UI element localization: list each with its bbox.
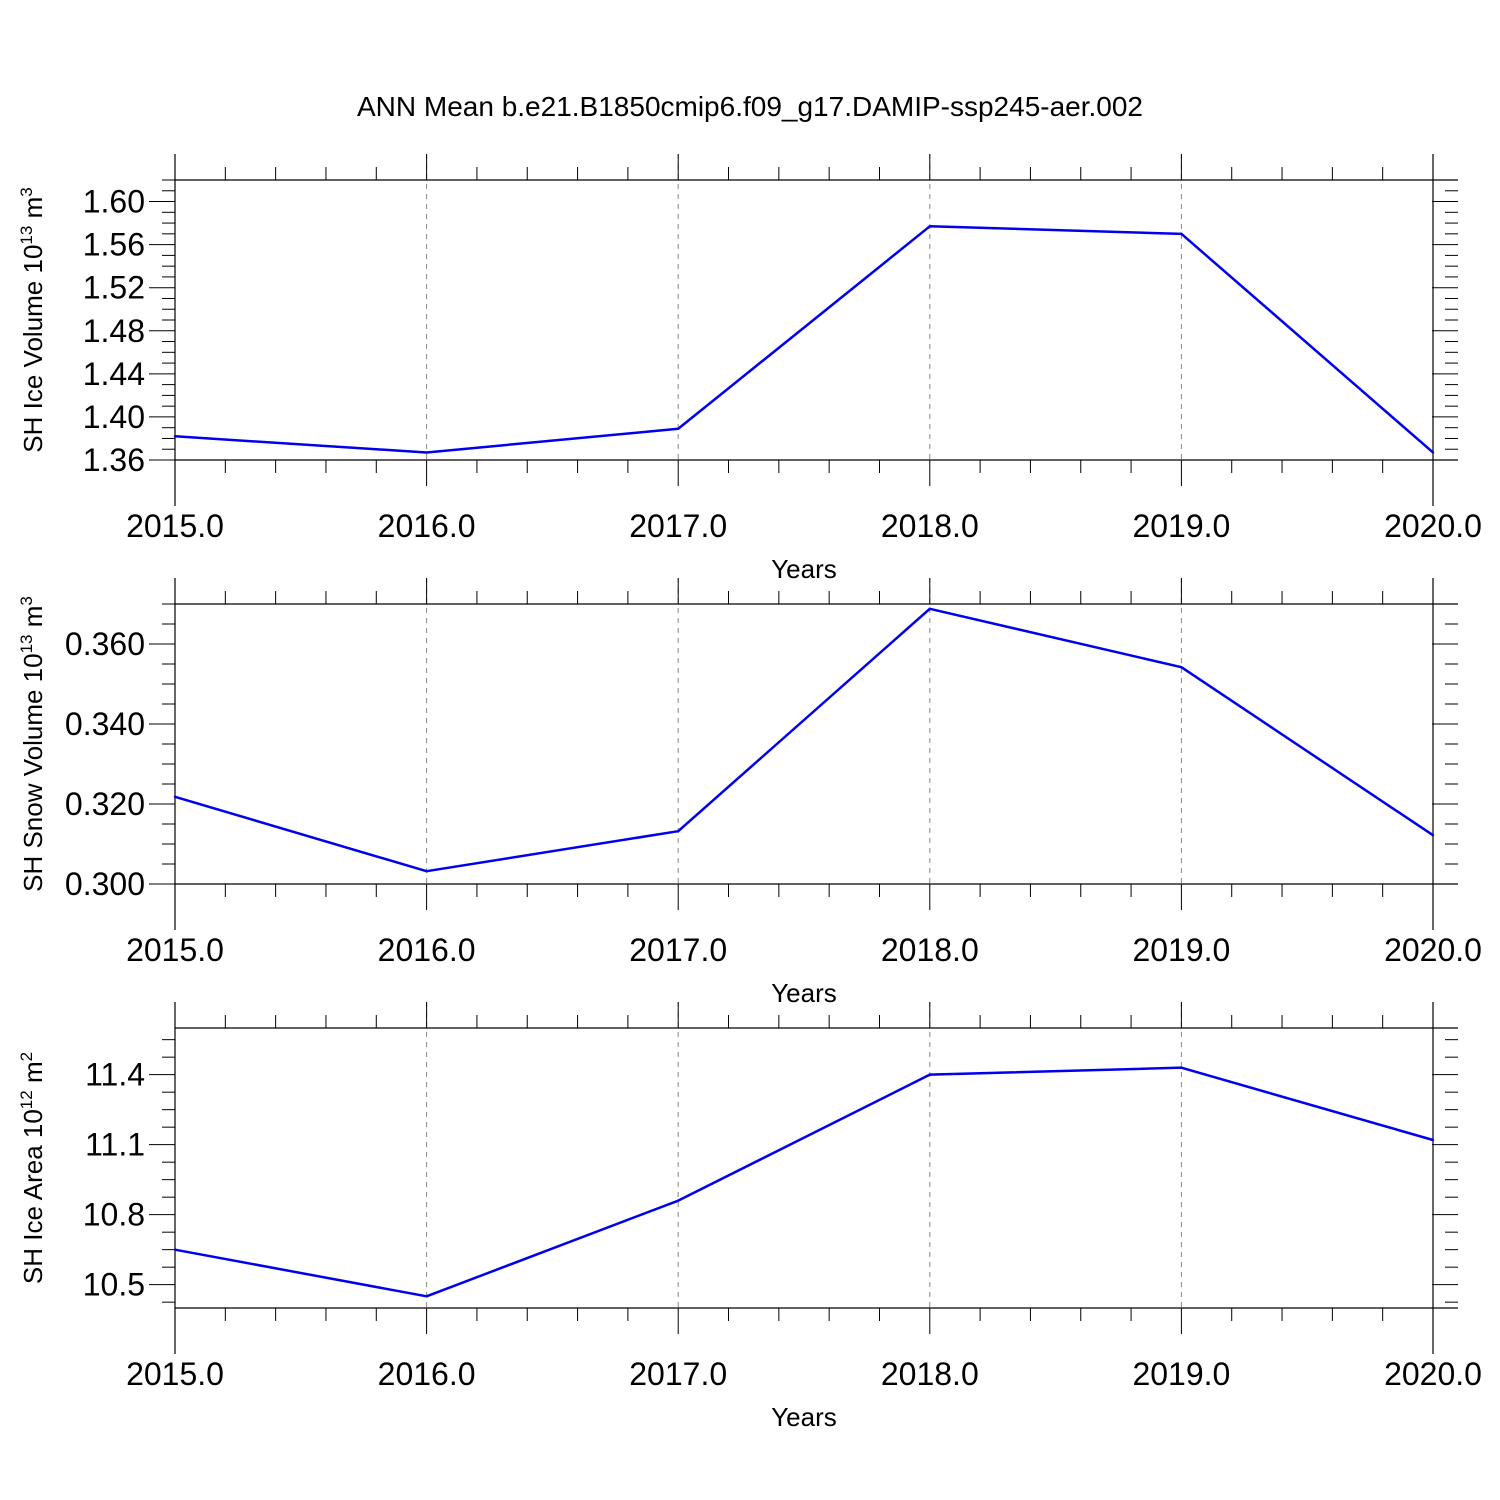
data-point (425, 870, 428, 873)
y-tick-label: 11.1 (85, 1127, 145, 1163)
panel-1: 1.36 1.40 1.44 1.48 1.52 1.56 1.60 2015.0 2016.0… (17, 154, 1482, 584)
y-tick-label: 1.40 (83, 399, 145, 435)
y-tick-label: 1.44 (83, 356, 145, 392)
x-tick-label: 2020.0 (1384, 932, 1482, 968)
series-line (174, 1066, 1434, 1298)
data-point (173, 1248, 177, 1251)
y-tick-label: 0.360 (65, 626, 145, 662)
x-tick-label: 2017.0 (629, 932, 727, 968)
x-axis-title: Years (771, 554, 837, 584)
series-line (174, 607, 1434, 873)
y-tick-label: 1.60 (83, 184, 145, 220)
y-axis-title-part: m (18, 1061, 48, 1090)
x-tick-label: 2015.0 (126, 508, 224, 544)
y-axis-title-part: 10 (18, 653, 48, 682)
data-point (1431, 834, 1435, 837)
y-axis-title-part: SH Snow Volume (18, 682, 48, 892)
data-point (1180, 1066, 1183, 1069)
x-tick-label: 2017.0 (629, 508, 727, 544)
y-tick-label: 0.340 (65, 706, 145, 742)
x-tick-label: 2016.0 (378, 508, 476, 544)
x-tick-label: 2015.0 (126, 932, 224, 968)
data-point (928, 607, 931, 610)
panel-3: 10.5 10.8 11.1 11.4 2015.0 2016.0 2017.0 2018.0… (17, 1002, 1482, 1432)
y-axis-title-part: SH Ice Area (18, 1138, 48, 1284)
y-axis-title-part: SH Ice Volume (18, 274, 48, 453)
y-axis-title: SH Ice Area 1012 m2 (17, 1052, 48, 1284)
data-point (173, 795, 177, 798)
x-tick-label: 2018.0 (881, 508, 979, 544)
y-axis-title-part: 10 (18, 245, 48, 274)
y-tick-label: 11.4 (85, 1057, 145, 1093)
data-point (1180, 232, 1183, 236)
data-point (677, 830, 680, 833)
data-point (677, 1199, 680, 1202)
data-point (1431, 451, 1435, 454)
y-axis-title-part: m (18, 606, 48, 635)
y-axis-title-part: m (18, 197, 48, 226)
y-axis-title-part: 3 (17, 187, 36, 196)
y-axis-title-part: 13 (17, 634, 36, 653)
x-tick-label: 2019.0 (1132, 508, 1230, 544)
figure-title: ANN Mean b.e21.B1850cmip6.f09_g17.DAMIP-… (357, 91, 1143, 122)
y-axis-title-part: 12 (17, 1090, 36, 1109)
x-tick-label: 2019.0 (1132, 932, 1230, 968)
series-line (174, 225, 1434, 454)
y-axis-title: SH Ice Volume 1013 m3 (17, 187, 48, 452)
x-axis-title: Years (771, 1402, 837, 1432)
y-tick-label: 1.36 (83, 442, 145, 478)
x-tick-label: 2016.0 (378, 932, 476, 968)
x-axis-title: Years (771, 978, 837, 1008)
data-point (425, 1295, 428, 1298)
y-tick-label: 0.300 (65, 866, 145, 902)
y-axis-title-part: 2 (17, 1052, 36, 1061)
y-tick-label: 10.8 (83, 1197, 145, 1233)
y-tick-label: 0.320 (65, 786, 145, 822)
y-axis-title: SH Snow Volume 1013 m3 (17, 596, 48, 892)
y-tick-label: 1.52 (83, 270, 145, 306)
y-axis-title-part: 3 (17, 596, 36, 605)
x-tick-label: 2018.0 (881, 932, 979, 968)
x-tick-label: 2015.0 (126, 1356, 224, 1392)
y-axis-title-part: 10 (18, 1109, 48, 1138)
panel-2: 0.300 0.320 0.340 0.360 2015.0 2016.0 2017.0 20… (17, 578, 1482, 1008)
y-tick-label: 10.5 (83, 1267, 145, 1303)
panels: 1.36 1.40 1.44 1.48 1.52 1.56 1.60 2015.0 2016.0… (17, 154, 1482, 1432)
y-tick-label: 1.56 (83, 227, 145, 263)
x-tick-label: 2017.0 (629, 1356, 727, 1392)
data-point (928, 1073, 931, 1076)
data-point (173, 435, 177, 438)
y-axis-title-part: 13 (17, 226, 36, 245)
x-tick-label: 2020.0 (1384, 508, 1482, 544)
x-tick-label: 2016.0 (378, 1356, 476, 1392)
data-point (1431, 1138, 1435, 1142)
x-tick-label: 2019.0 (1132, 1356, 1230, 1392)
data-point (677, 427, 680, 430)
data-point (928, 225, 931, 228)
y-tick-label: 1.48 (83, 313, 145, 349)
x-tick-label: 2020.0 (1384, 1356, 1482, 1392)
data-point (1180, 666, 1183, 669)
x-tick-label: 2018.0 (881, 1356, 979, 1392)
data-point (425, 451, 428, 454)
